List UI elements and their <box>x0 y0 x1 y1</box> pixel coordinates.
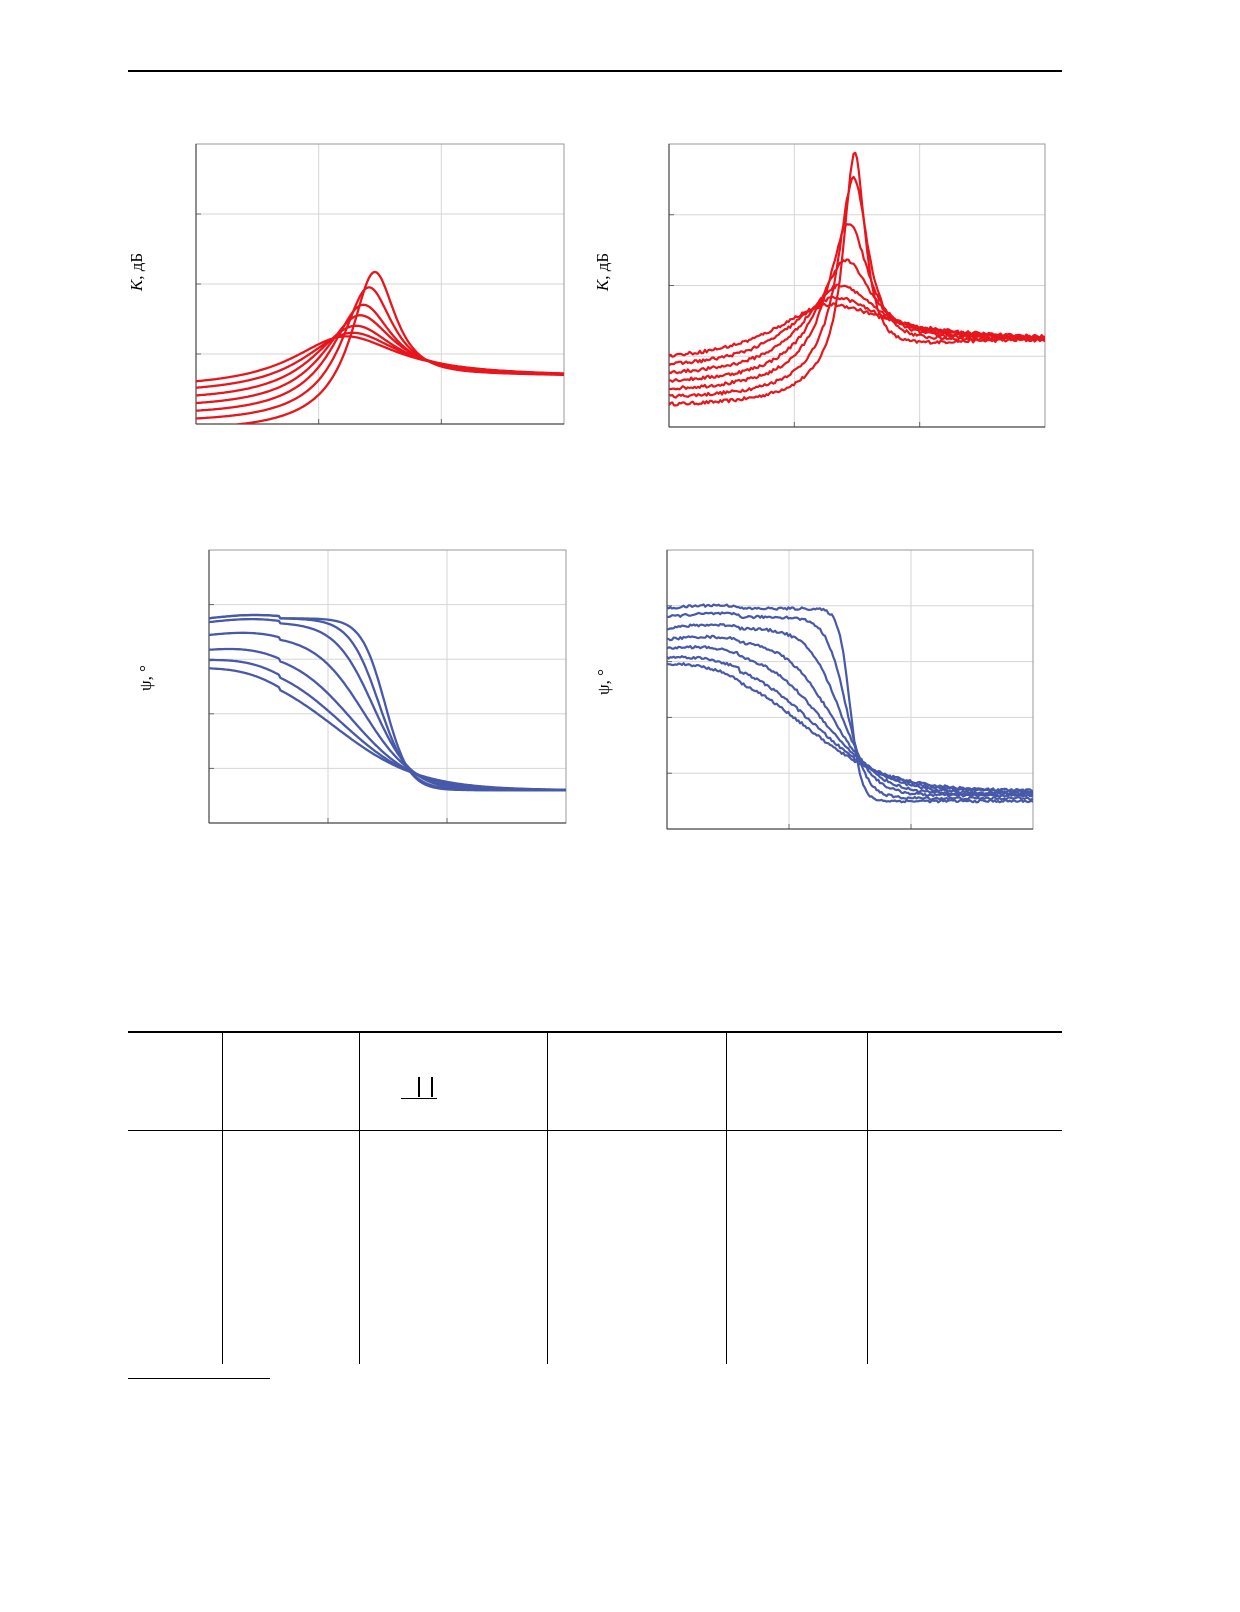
phase-chart-left-plot <box>208 549 567 824</box>
series-line <box>667 634 1033 797</box>
amplitude-right-ylabel: K, дБ <box>593 237 613 307</box>
phase-right-ylabel-unit: , ° <box>594 669 613 685</box>
series-line <box>669 258 1045 383</box>
phase-right-ylabel: ψ, ° <box>594 652 614 712</box>
amplitude-chart-right <box>668 143 1046 428</box>
series-group <box>669 151 1045 407</box>
series-line <box>209 647 566 792</box>
series-line <box>196 286 564 420</box>
phase-left-ylabel: ψ, ° <box>136 648 156 708</box>
amplitude-chart-right-plot <box>668 143 1046 428</box>
series-line <box>209 667 566 791</box>
page-top-rule <box>128 70 1062 72</box>
series-group <box>667 603 1033 804</box>
series-line <box>209 613 566 792</box>
phase-chart-left <box>208 549 567 824</box>
amplitude-left-ylabel: K, дБ <box>127 237 147 307</box>
table-header-rule <box>128 1130 1062 1131</box>
series-line <box>669 223 1045 391</box>
table-top-rule <box>128 1031 1062 1033</box>
fraction-bar <box>401 1098 437 1099</box>
series-line <box>209 617 566 792</box>
table-column-divider <box>547 1031 548 1364</box>
table-column-divider <box>222 1031 223 1364</box>
table-column-divider <box>359 1031 360 1364</box>
table-column-divider <box>726 1031 727 1364</box>
series-line <box>669 175 1045 399</box>
table-column-divider <box>867 1031 868 1364</box>
phase-chart-right-plot <box>666 549 1034 830</box>
series-group <box>209 613 566 792</box>
series-line <box>667 611 1033 801</box>
amplitude-chart-left-plot <box>195 143 565 425</box>
series-line <box>669 295 1045 367</box>
series-line <box>196 331 564 389</box>
amplitude-left-ylabel-symbol: K <box>127 279 146 292</box>
series-line <box>667 662 1033 793</box>
amplitude-right-ylabel-unit: , дБ <box>593 252 612 280</box>
series-line <box>667 645 1033 796</box>
series-line <box>209 613 566 792</box>
series-line <box>669 151 1045 407</box>
footnote-rule <box>128 1378 270 1379</box>
phase-left-ylabel-unit: , ° <box>136 665 155 681</box>
modulus-bar <box>418 1077 420 1097</box>
series-group <box>196 270 564 424</box>
series-line <box>667 603 1033 804</box>
modulus-bar <box>431 1077 433 1097</box>
series-line <box>196 314 564 405</box>
series-line <box>669 302 1045 358</box>
plot-frame <box>666 549 1034 830</box>
amplitude-chart-left <box>195 143 565 425</box>
series-line <box>196 303 564 412</box>
phase-left-ylabel-symbol: ψ <box>136 680 155 691</box>
series-line <box>667 623 1033 798</box>
amplitude-right-ylabel-symbol: K <box>593 279 612 292</box>
phase-right-ylabel-symbol: ψ <box>594 684 613 695</box>
series-line <box>669 283 1045 375</box>
phase-chart-right <box>666 549 1034 830</box>
series-line <box>196 324 564 397</box>
plot-frame <box>208 549 567 824</box>
amplitude-left-ylabel-unit: , дБ <box>127 252 146 280</box>
series-line <box>196 335 564 383</box>
